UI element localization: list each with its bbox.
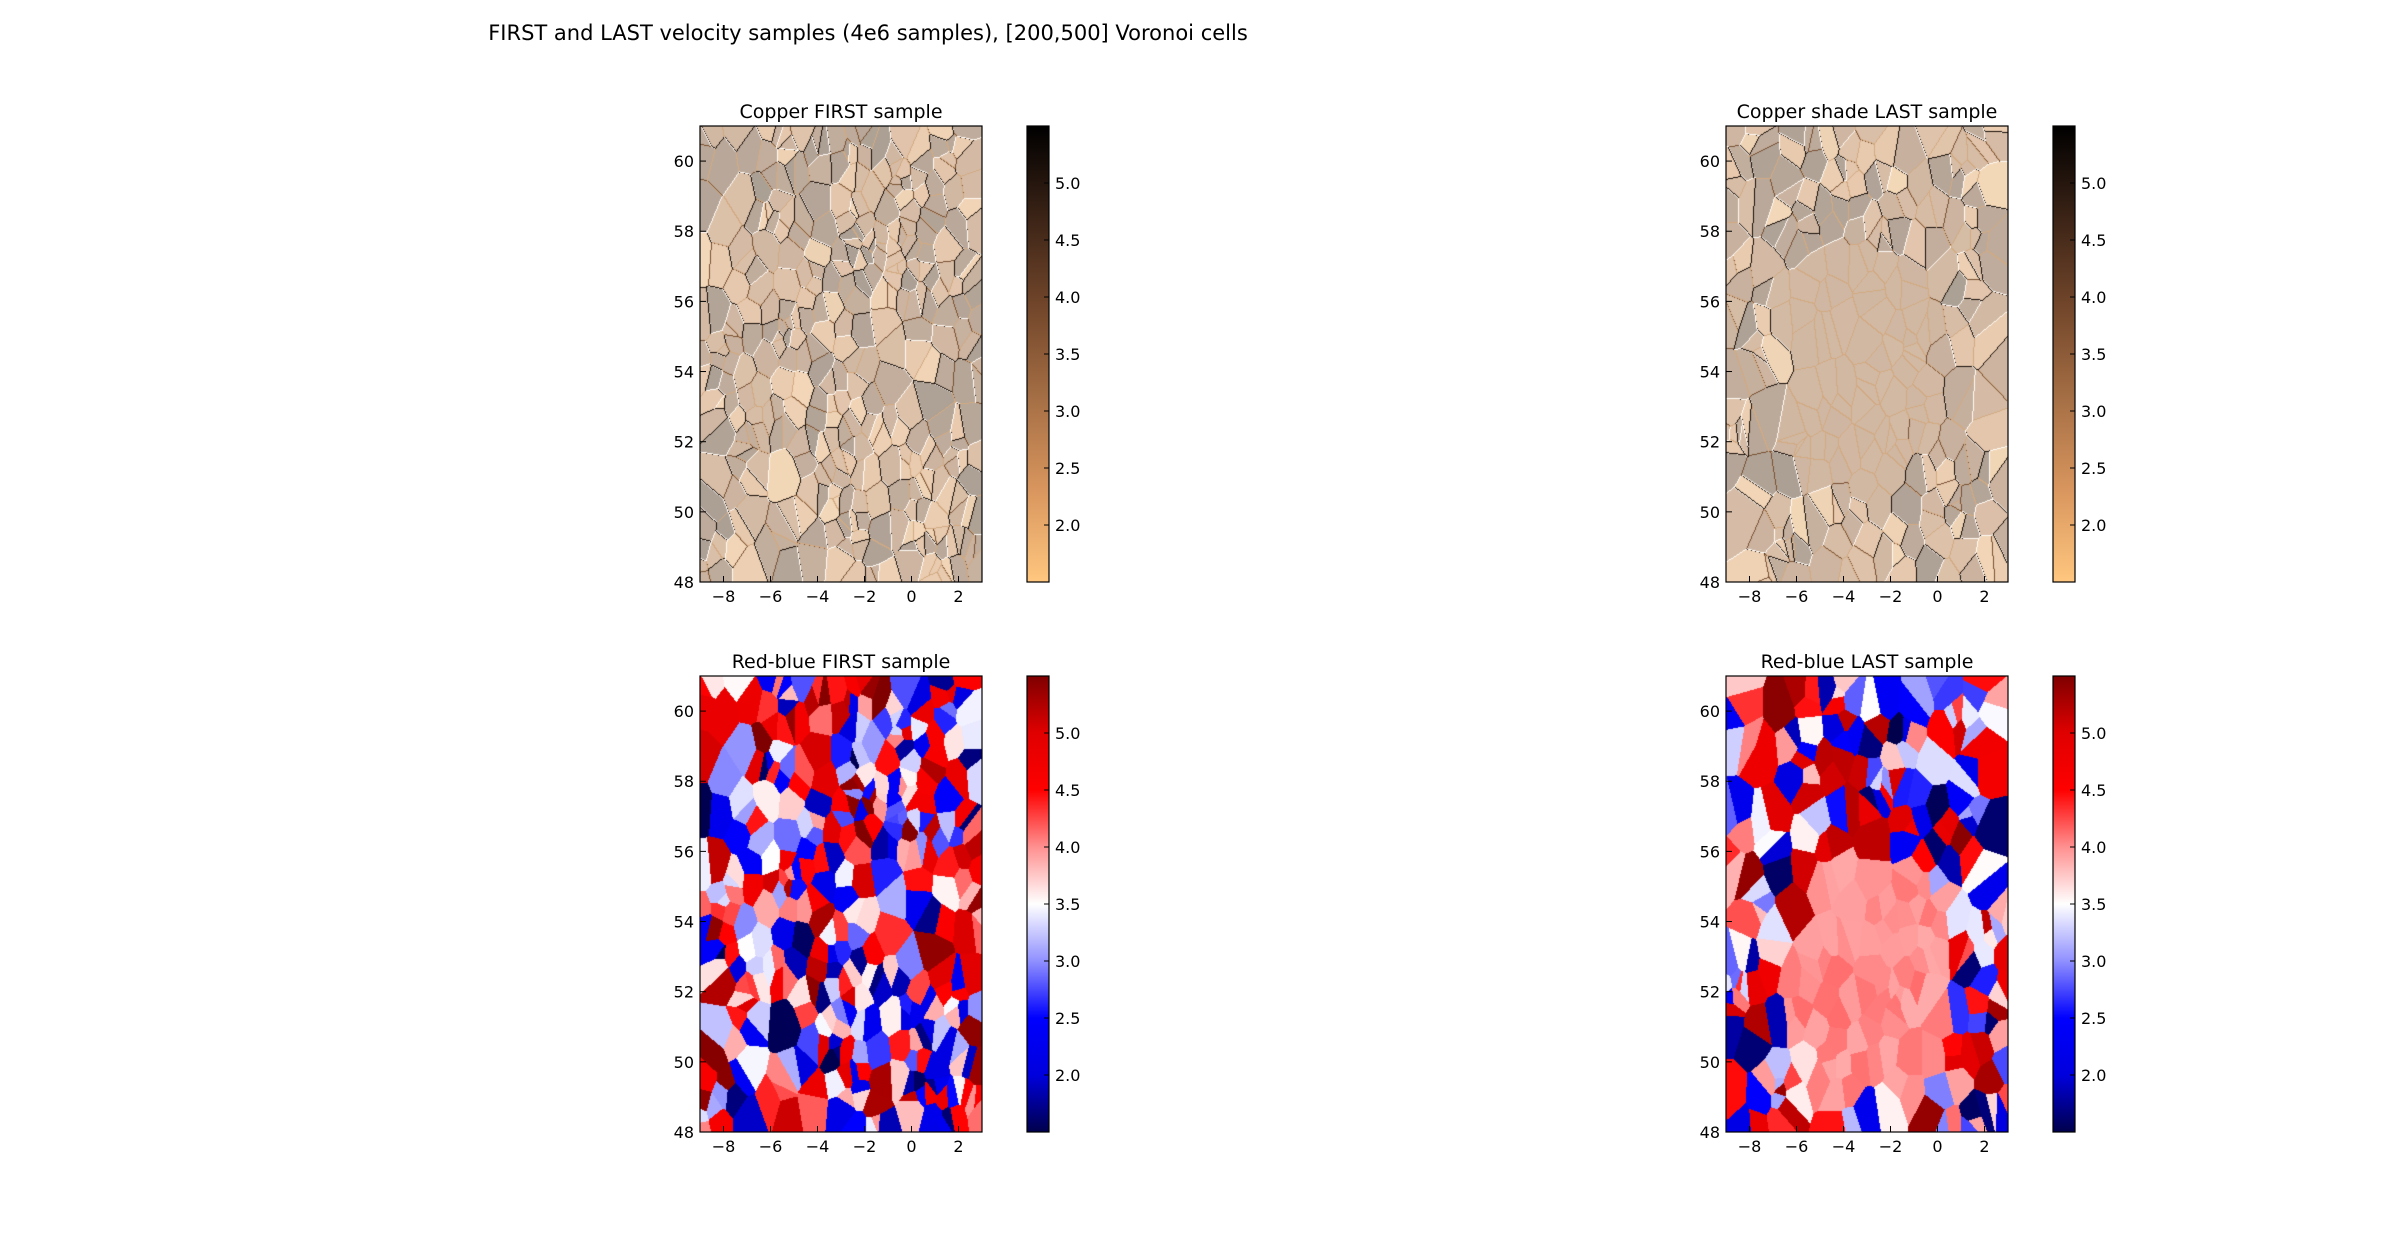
y-tick-label: 50: [674, 503, 694, 522]
colorbar-tick-label: 3.5: [2081, 895, 2106, 914]
colorbar-tick-label: 2.5: [1055, 459, 1080, 478]
x-tick-label: −2: [853, 1137, 877, 1156]
y-tick-label: 50: [1700, 503, 1720, 522]
plot-frame: [699, 675, 983, 1133]
x-tick-label: −2: [853, 587, 877, 606]
colorbar-tick-label: 4.0: [2081, 838, 2106, 857]
x-tick-label: −4: [806, 587, 830, 606]
y-tick-label: 56: [1700, 842, 1720, 861]
y-tick-label: 56: [674, 292, 694, 311]
panel-title: Copper FIRST sample: [739, 101, 942, 123]
x-tick-label: −8: [712, 587, 736, 606]
x-tick-label: −4: [1832, 1137, 1856, 1156]
y-tick-label: 50: [1700, 1053, 1720, 1072]
colorbar-tick-label: 3.5: [2081, 345, 2106, 364]
colorbar-tick-label: 3.0: [1055, 952, 1080, 971]
plot-frame: [1725, 675, 2009, 1133]
x-tick-label: −4: [1832, 587, 1856, 606]
y-tick-label: 54: [1700, 363, 1720, 382]
voronoi-cells: [700, 676, 982, 1132]
colorbar-tick-label: 2.0: [2081, 516, 2106, 535]
colorbar-tick-label: 4.0: [1055, 288, 1080, 307]
y-tick-label: 60: [674, 702, 694, 721]
x-tick-label: −4: [806, 1137, 830, 1156]
plot-frame: [699, 125, 983, 583]
colorbar-tick-label: 5.0: [1055, 724, 1080, 743]
colorbar-tick-label: 5.0: [2081, 174, 2106, 193]
x-tick-label: 2: [953, 587, 963, 606]
y-tick-label: 56: [1700, 292, 1720, 311]
panel-1: Copper FIRST sample −8 −6 −4 −2 0 2 48 50 52 54 56 5…: [674, 101, 1081, 606]
y-tick-label: 60: [1700, 702, 1720, 721]
voronoi-cells: [1726, 676, 2008, 1132]
panel-4: Red-blue LAST sample −8 −6 −4 −2 0 2 48 50 52 54 56…: [1700, 651, 2107, 1156]
colorbar-tick-label: 4.5: [1055, 781, 1080, 800]
x-tick-label: 2: [1979, 587, 1989, 606]
x-tick-label: −2: [1879, 587, 1903, 606]
x-tick-label: −8: [1738, 1137, 1762, 1156]
y-tick-label: 48: [1700, 1123, 1720, 1142]
plot-frame: [1725, 125, 2009, 583]
colorbar-tick-label: 3.0: [2081, 952, 2106, 971]
y-tick-label: 60: [674, 152, 694, 171]
y-tick-label: 58: [674, 222, 694, 241]
x-tick-label: −6: [759, 587, 783, 606]
x-tick-label: −6: [759, 1137, 783, 1156]
colorbar-tick-label: 2.5: [1055, 1009, 1080, 1028]
colorbar-tick-label: 3.5: [1055, 895, 1080, 914]
y-tick-label: 60: [1700, 152, 1720, 171]
y-tick-label: 48: [1700, 573, 1720, 592]
colorbar-tick-label: 3.0: [2081, 402, 2106, 421]
colorbar-tick-label: 2.0: [2081, 1066, 2106, 1085]
panel-title: Red-blue LAST sample: [1761, 651, 1974, 673]
panel-3: Red-blue FIRST sample −8 −6 −4 −2 0 2 48 50 52 54 5…: [674, 651, 1081, 1156]
x-tick-label: 2: [953, 1137, 963, 1156]
x-tick-label: 0: [1932, 587, 1942, 606]
x-tick-label: −8: [712, 1137, 736, 1156]
x-tick-label: −6: [1785, 1137, 1809, 1156]
panel-title: Copper shade LAST sample: [1737, 101, 1998, 123]
colorbar-tick-label: 2.5: [2081, 1009, 2106, 1028]
x-tick-label: 0: [906, 1137, 916, 1156]
x-tick-label: −8: [1738, 587, 1762, 606]
y-tick-label: 52: [1700, 983, 1720, 1002]
colorbar-tick-label: 5.0: [2081, 724, 2106, 743]
voronoi-cells: [700, 126, 982, 582]
colorbar-tick-label: 2.5: [2081, 459, 2106, 478]
y-tick-label: 52: [1700, 433, 1720, 452]
colorbar-tick-label: 4.5: [2081, 231, 2106, 250]
y-tick-label: 48: [674, 1123, 694, 1142]
figure-title: FIRST and LAST velocity samples (4e6 sam…: [488, 21, 1248, 45]
y-tick-label: 58: [1700, 222, 1720, 241]
colorbar-tick-label: 2.0: [1055, 1066, 1080, 1085]
y-tick-label: 54: [1700, 913, 1720, 932]
panel-title: Red-blue FIRST sample: [732, 651, 951, 673]
colorbar-tick-label: 4.0: [1055, 838, 1080, 857]
panel-2: Copper shade LAST sample −8 −6 −4 −2 0 2 48 50 52…: [1700, 101, 2107, 606]
colorbar-tick-label: 4.0: [2081, 288, 2106, 307]
x-tick-label: 0: [1932, 1137, 1942, 1156]
y-tick-label: 48: [674, 573, 694, 592]
x-tick-label: −6: [1785, 587, 1809, 606]
colorbar-tick-label: 5.0: [1055, 174, 1080, 193]
y-tick-label: 50: [674, 1053, 694, 1072]
colorbar-tick-label: 3.5: [1055, 345, 1080, 364]
colorbar-tick-label: 2.0: [1055, 516, 1080, 535]
y-tick-label: 52: [674, 433, 694, 452]
x-tick-label: 2: [1979, 1137, 1989, 1156]
y-tick-label: 54: [674, 913, 694, 932]
y-tick-label: 54: [674, 363, 694, 382]
y-tick-label: 56: [674, 842, 694, 861]
y-tick-label: 58: [674, 772, 694, 791]
y-tick-label: 58: [1700, 772, 1720, 791]
voronoi-cells: [1726, 126, 2008, 582]
colorbar-tick-label: 3.0: [1055, 402, 1080, 421]
x-tick-label: 0: [906, 587, 916, 606]
colorbar-tick-label: 4.5: [1055, 231, 1080, 250]
y-tick-label: 52: [674, 983, 694, 1002]
colorbar-tick-label: 4.5: [2081, 781, 2106, 800]
x-tick-label: −2: [1879, 1137, 1903, 1156]
